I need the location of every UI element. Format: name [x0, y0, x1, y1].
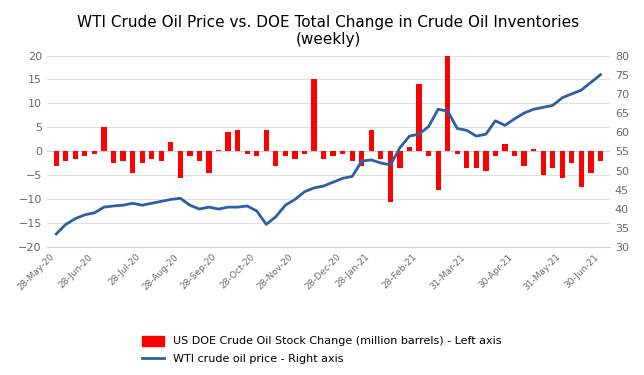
Bar	[407, 147, 412, 152]
Bar	[321, 152, 327, 159]
Bar	[417, 84, 422, 152]
Bar	[235, 130, 240, 152]
Bar	[378, 152, 383, 159]
Bar	[225, 132, 231, 152]
Bar	[206, 152, 212, 173]
Bar	[550, 152, 555, 168]
Bar	[445, 56, 450, 152]
Bar	[330, 152, 336, 156]
Bar	[579, 152, 584, 188]
Bar	[111, 152, 116, 164]
Bar	[245, 152, 250, 154]
Title: WTI Crude Oil Price vs. DOE Total Change in Crude Oil Inventories
(weekly): WTI Crude Oil Price vs. DOE Total Change…	[77, 15, 580, 47]
Bar	[101, 128, 107, 152]
Bar	[397, 152, 402, 168]
Bar	[340, 152, 345, 154]
Bar	[149, 152, 155, 159]
Bar	[474, 152, 479, 168]
Bar	[464, 152, 469, 168]
Bar	[168, 142, 173, 152]
Bar	[540, 152, 546, 176]
Bar	[197, 152, 202, 161]
Bar	[302, 152, 307, 154]
Bar	[283, 152, 288, 156]
Bar	[569, 152, 574, 164]
Bar	[426, 152, 431, 156]
Bar	[502, 144, 507, 152]
Bar	[63, 152, 68, 161]
Bar	[368, 130, 374, 152]
Bar	[263, 130, 269, 152]
Bar	[82, 152, 88, 156]
Bar	[598, 152, 603, 161]
Bar	[216, 150, 221, 152]
Bar	[92, 152, 97, 154]
Bar	[187, 152, 193, 156]
Bar	[273, 152, 278, 166]
Bar	[140, 152, 145, 164]
Bar	[359, 152, 365, 166]
Bar	[435, 152, 440, 190]
Bar	[493, 152, 498, 156]
Bar	[53, 152, 59, 166]
Bar	[120, 152, 126, 161]
Bar	[292, 152, 298, 159]
Bar	[588, 152, 594, 173]
Bar	[350, 152, 355, 161]
Bar	[560, 152, 565, 178]
Bar	[388, 152, 393, 202]
Bar	[312, 78, 317, 152]
Bar	[130, 152, 135, 173]
Bar	[512, 152, 517, 156]
Bar	[254, 152, 260, 156]
Bar	[178, 152, 183, 178]
Bar	[531, 149, 536, 152]
Bar	[158, 152, 164, 161]
Bar	[522, 152, 527, 166]
Bar	[73, 152, 78, 159]
Bar	[455, 152, 460, 154]
Bar	[483, 152, 489, 171]
Legend: US DOE Crude Oil Stock Change (million barrels) - Left axis, WTI crude oil price: US DOE Crude Oil Stock Change (million b…	[137, 330, 507, 369]
